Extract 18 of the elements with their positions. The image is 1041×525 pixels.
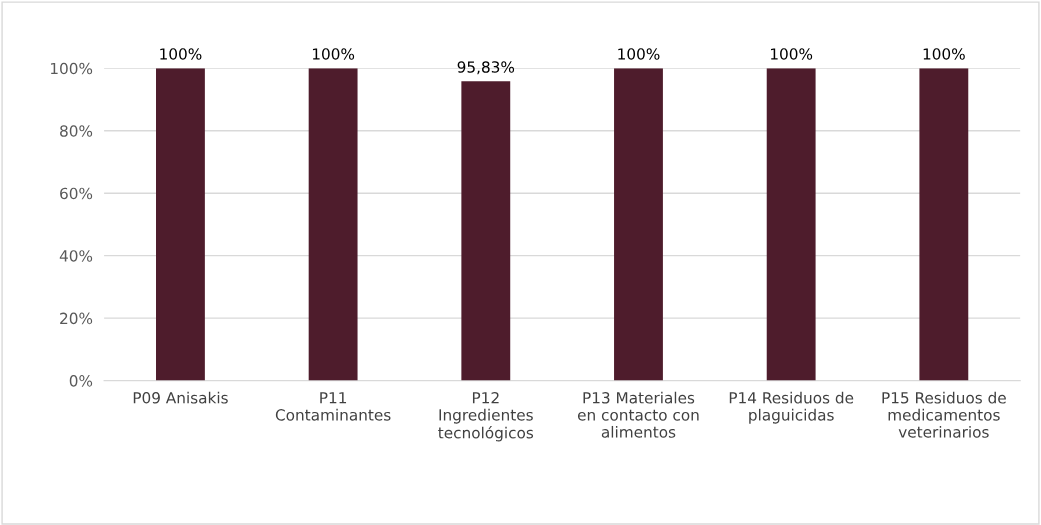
x-tick-label: P15 Residuos de medicamentos veterinarios <box>882 391 1006 438</box>
data-label: 100% <box>771 48 813 60</box>
data-label: 100% <box>160 48 202 60</box>
x-tick-label: P14 Residuos de plaguicidas <box>729 391 854 424</box>
y-tick-label: 100% <box>50 62 93 75</box>
x-tick-label: P09 Anisakis <box>133 391 228 404</box>
x-tick-label: P12 Ingredientes tecnológicos <box>438 392 534 442</box>
x-tick-label: P11 Contaminantes <box>275 392 391 421</box>
x-tick-label: P13 Materiales en contacto con alimentos <box>577 391 699 438</box>
y-tick-label: 20% <box>60 312 93 325</box>
data-label: 100% <box>618 48 660 60</box>
y-tick-label: 40% <box>59 250 93 262</box>
y-tick-label: 80% <box>60 125 93 137</box>
y-tick-label: 0% <box>69 375 93 387</box>
y-tick-label: 60% <box>60 187 93 200</box>
data-label: 95,83% <box>457 61 515 75</box>
data-label: 100% <box>923 48 965 60</box>
data-label: 100% <box>312 48 355 60</box>
